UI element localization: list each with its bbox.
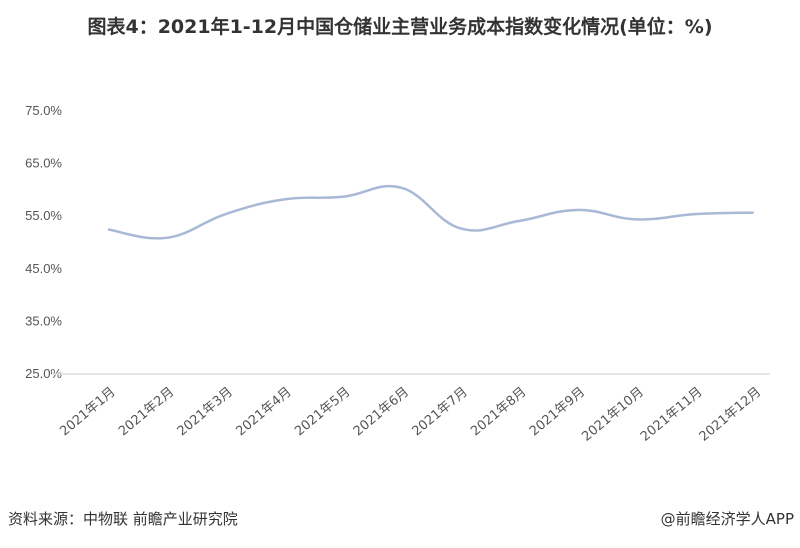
y-tick-label: 45.0% bbox=[25, 261, 62, 276]
x-tick-label: 2021年2月 bbox=[116, 385, 177, 440]
chart-title: 图表4：2021年1-12月中国仓储业主营业务成本指数变化情况(单位：%) bbox=[87, 16, 713, 38]
x-tick-label: 2021年4月 bbox=[233, 385, 294, 440]
y-tick-label: 55.0% bbox=[25, 208, 62, 223]
series-line bbox=[107, 184, 754, 240]
x-tick-label: 2021年12月 bbox=[697, 385, 765, 445]
x-tick-label: 2021年3月 bbox=[175, 385, 236, 440]
x-tick-label: 2021年7月 bbox=[410, 385, 471, 440]
y-tick-label: 25.0% bbox=[25, 366, 62, 381]
x-tick-label: 2021年1月 bbox=[57, 385, 118, 440]
y-tick-label: 75.0% bbox=[25, 103, 62, 118]
x-tick-label: 2021年6月 bbox=[351, 385, 412, 440]
x-tick-label: 2021年8月 bbox=[468, 385, 529, 440]
line-chart: 25.0%35.0%45.0%55.0%65.0%75.0%2021年1月202… bbox=[25, 103, 770, 445]
y-tick-label: 65.0% bbox=[25, 156, 62, 171]
y-tick-label: 35.0% bbox=[25, 313, 62, 328]
source-note: 资料来源：中物联 前瞻产业研究院 bbox=[8, 510, 238, 528]
x-tick-label: 2021年11月 bbox=[638, 385, 706, 445]
x-tick-label: 2021年9月 bbox=[527, 385, 588, 440]
x-tick-label: 2021年5月 bbox=[292, 385, 353, 440]
brand-note: @前瞻经济学人APP bbox=[660, 510, 794, 528]
x-tick-label: 2021年10月 bbox=[579, 385, 647, 445]
